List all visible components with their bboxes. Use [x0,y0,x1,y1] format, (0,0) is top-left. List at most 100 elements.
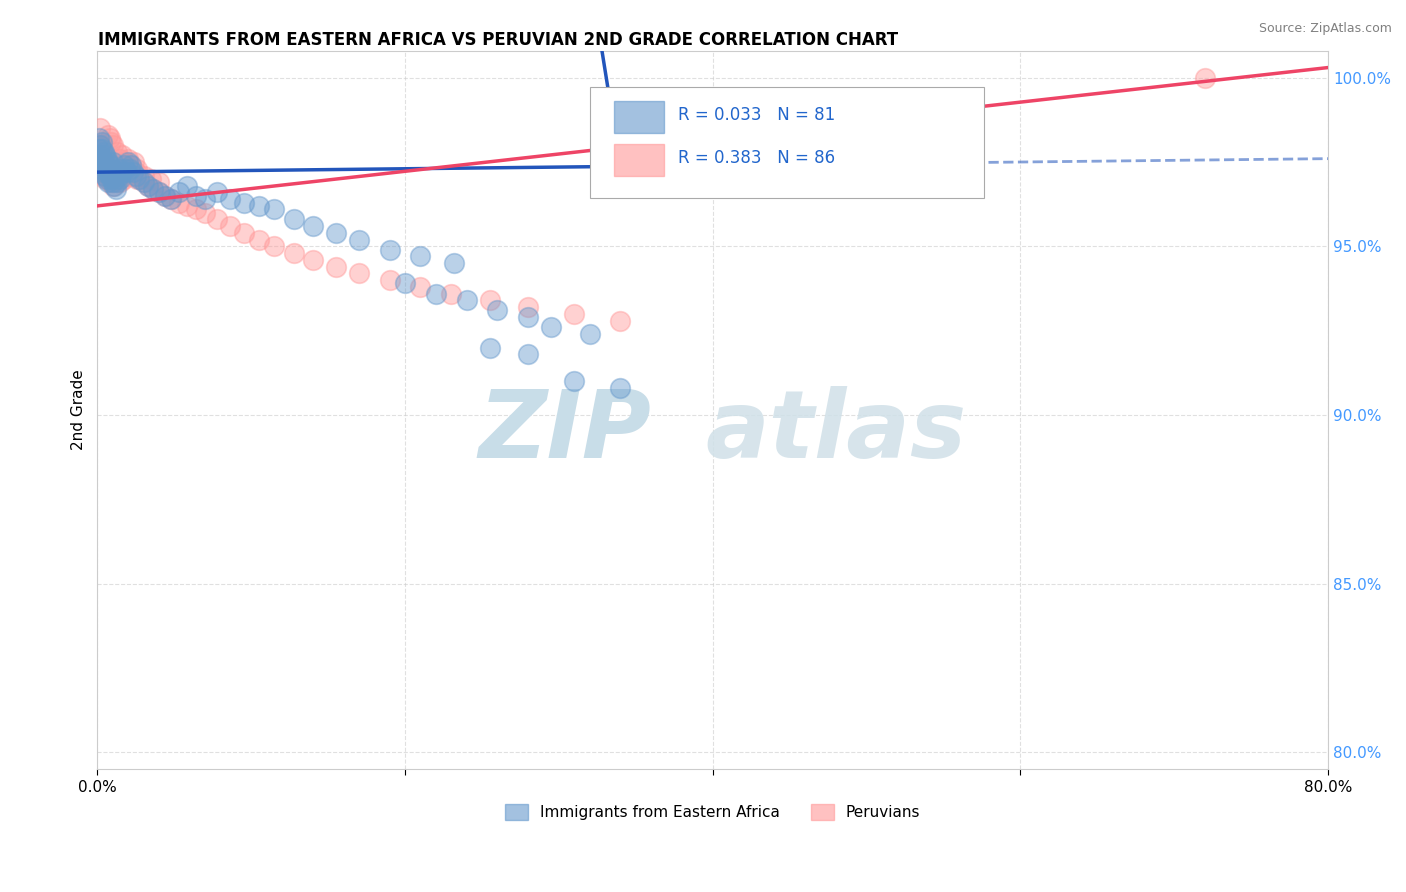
Point [108,169,131,183]
Point [89,138,111,153]
Point [409,250,432,264]
Point [117,165,139,179]
Point [111,148,134,162]
Point [94,148,117,162]
Point [93,155,115,169]
Point [104,182,127,196]
Point [97,128,120,142]
Point [93,169,115,183]
Text: IMMIGRANTS FROM EASTERN AFRICA VS PERUVIAN 2ND GRADE CORRELATION CHART: IMMIGRANTS FROM EASTERN AFRICA VS PERUVI… [98,31,898,49]
Point [120,165,142,179]
Point [232,195,254,210]
Point [93,145,115,159]
Point [301,219,323,233]
Point [125,165,148,179]
Point [378,243,401,257]
Point [394,277,416,291]
Point [263,239,285,253]
Point [100,172,122,186]
Point [540,320,562,334]
Point [148,186,170,200]
Point [160,192,183,206]
Point [118,161,141,176]
Point [93,148,115,162]
Point [98,161,121,176]
Point [97,155,120,169]
Point [325,260,347,274]
Point [91,138,114,153]
Point [247,199,270,213]
Point [97,169,120,183]
Point [101,178,124,193]
Point [98,172,121,186]
Point [87,131,110,145]
Point [132,169,155,183]
Text: R = 0.383   N = 86: R = 0.383 N = 86 [678,150,835,168]
Point [121,165,143,179]
Point [97,175,120,189]
Point [94,169,117,183]
Point [153,188,176,202]
Point [443,256,465,270]
Point [89,161,111,176]
Point [100,161,122,176]
Point [89,142,111,156]
FancyBboxPatch shape [589,87,984,198]
Point [91,165,114,179]
Point [94,172,117,186]
Point [141,172,163,186]
Point [111,165,134,179]
Text: Source: ZipAtlas.com: Source: ZipAtlas.com [1258,22,1392,36]
Point [108,172,131,186]
Point [456,293,478,308]
Point [101,155,124,169]
Point [517,300,540,314]
Point [167,195,190,210]
Point [110,172,132,186]
Point [96,165,118,179]
Point [100,165,122,179]
Point [125,169,148,183]
Point [1194,70,1216,85]
Point [105,175,128,189]
Point [117,155,139,169]
Point [218,192,240,206]
Point [87,158,110,172]
Point [89,148,111,162]
Point [101,165,124,179]
Point [478,293,501,308]
Point [93,165,115,179]
Point [129,172,152,186]
Point [128,172,150,186]
Point [325,226,347,240]
Point [96,152,118,166]
Point [100,135,122,149]
Point [93,158,115,172]
Point [184,202,207,217]
Point [91,161,114,176]
Point [283,246,305,260]
Point [111,169,134,183]
Point [112,172,135,186]
Point [120,158,142,172]
Point [562,374,585,388]
Point [478,341,501,355]
Point [112,158,135,172]
Point [142,182,165,196]
Point [94,152,117,166]
Point [110,161,132,176]
Point [207,186,229,200]
Point [136,178,159,193]
Point [153,188,176,202]
Point [114,155,136,169]
Point [232,226,254,240]
FancyBboxPatch shape [614,101,664,133]
Point [91,152,114,166]
Point [101,138,124,153]
Point [609,313,631,327]
Point [160,192,183,206]
Point [103,178,125,193]
Point [100,175,122,189]
Point [105,169,128,183]
Text: atlas: atlas [706,385,966,477]
